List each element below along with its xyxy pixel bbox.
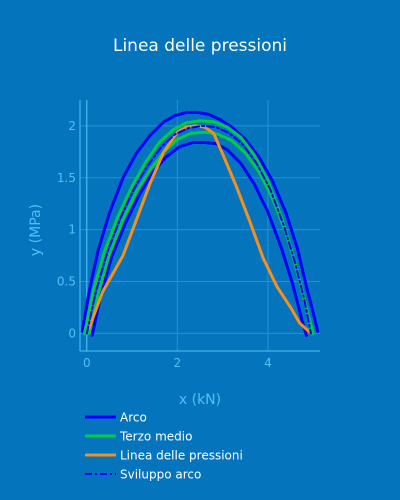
series-line-linea-delle-pressioni <box>87 124 311 333</box>
legend: Arco Terzo medio Linea delle pressioni S… <box>85 411 243 482</box>
series-line-arco <box>80 110 320 333</box>
legend-label-arco: Arco <box>120 411 147 425</box>
legend-item-terzo-medio[interactable]: Terzo medio <box>85 430 192 444</box>
legend-label-terzo-medio: Terzo medio <box>119 430 192 444</box>
legend-label-sviluppo-arco: Sviluppo arco <box>120 468 201 482</box>
legend-item-linea-delle-pressioni[interactable]: Linea delle pressioni <box>85 449 243 463</box>
y-tick-label: 1 <box>68 223 76 237</box>
x-tick-label: 0 <box>83 356 91 370</box>
x-tick-labels: 0 2 4 <box>83 356 272 370</box>
y-tick-label: 0.5 <box>57 275 76 289</box>
series-line-sviluppo-arco <box>85 124 312 335</box>
y-axis-label: y (MPa) <box>28 204 44 256</box>
series-layer <box>80 110 320 337</box>
x-axis-label: x (kN) <box>179 392 221 408</box>
y-tick-label: 2 <box>68 119 76 133</box>
legend-item-arco[interactable]: Arco <box>85 411 147 425</box>
y-tick-labels: 0 0.5 1 1.5 2 <box>57 119 76 340</box>
y-tick-label: 0 <box>68 326 76 340</box>
y-tick-label: 1.5 <box>57 171 76 185</box>
legend-label-linea-delle-pressioni: Linea delle pressioni <box>120 449 243 463</box>
series-line-arco <box>90 141 308 337</box>
x-tick-label: 2 <box>174 356 182 370</box>
chart-title: Linea delle pressioni <box>113 36 287 56</box>
x-tick-label: 4 <box>264 356 272 370</box>
legend-item-sviluppo-arco[interactable]: Sviluppo arco <box>85 468 201 482</box>
